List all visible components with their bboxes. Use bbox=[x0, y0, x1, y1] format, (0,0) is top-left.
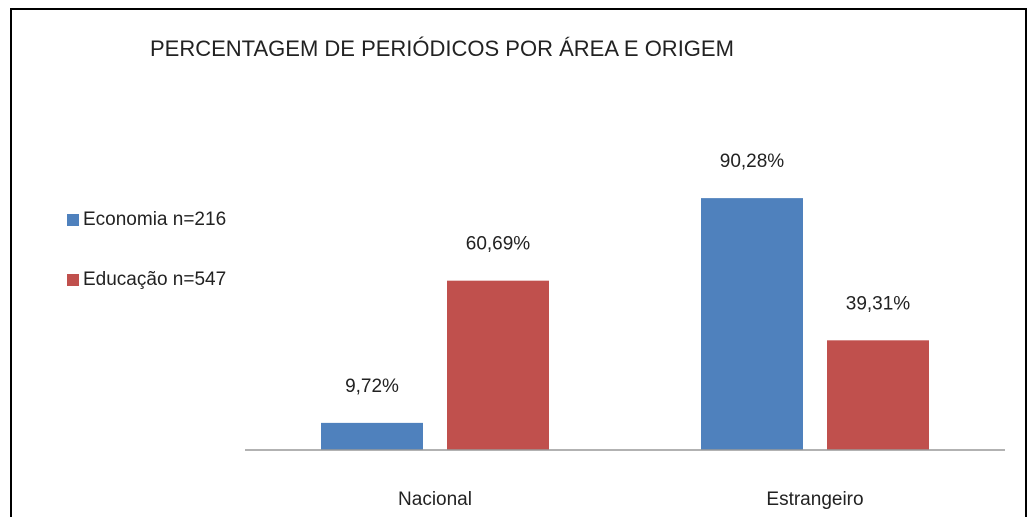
data-label: 90,28% bbox=[720, 151, 785, 172]
data-label: 60,69% bbox=[466, 234, 531, 255]
legend-swatch bbox=[67, 214, 79, 226]
legend-label: Educação n=547 bbox=[83, 269, 226, 290]
frame bbox=[10, 8, 1027, 517]
x-tick-label: Nacional bbox=[398, 489, 472, 510]
data-label: 9,72% bbox=[345, 376, 399, 397]
legend-label: Economia n=216 bbox=[83, 209, 226, 230]
bar bbox=[447, 280, 549, 450]
bar bbox=[321, 422, 423, 450]
x-tick-label: Estrangeiro bbox=[766, 489, 863, 510]
bar bbox=[701, 198, 803, 450]
bar bbox=[827, 340, 929, 450]
data-label: 39,31% bbox=[846, 293, 911, 314]
chart-title: PERCENTAGEM DE PERIÓDICOS POR ÁREA E ORI… bbox=[150, 36, 734, 61]
legend-swatch bbox=[67, 274, 79, 286]
